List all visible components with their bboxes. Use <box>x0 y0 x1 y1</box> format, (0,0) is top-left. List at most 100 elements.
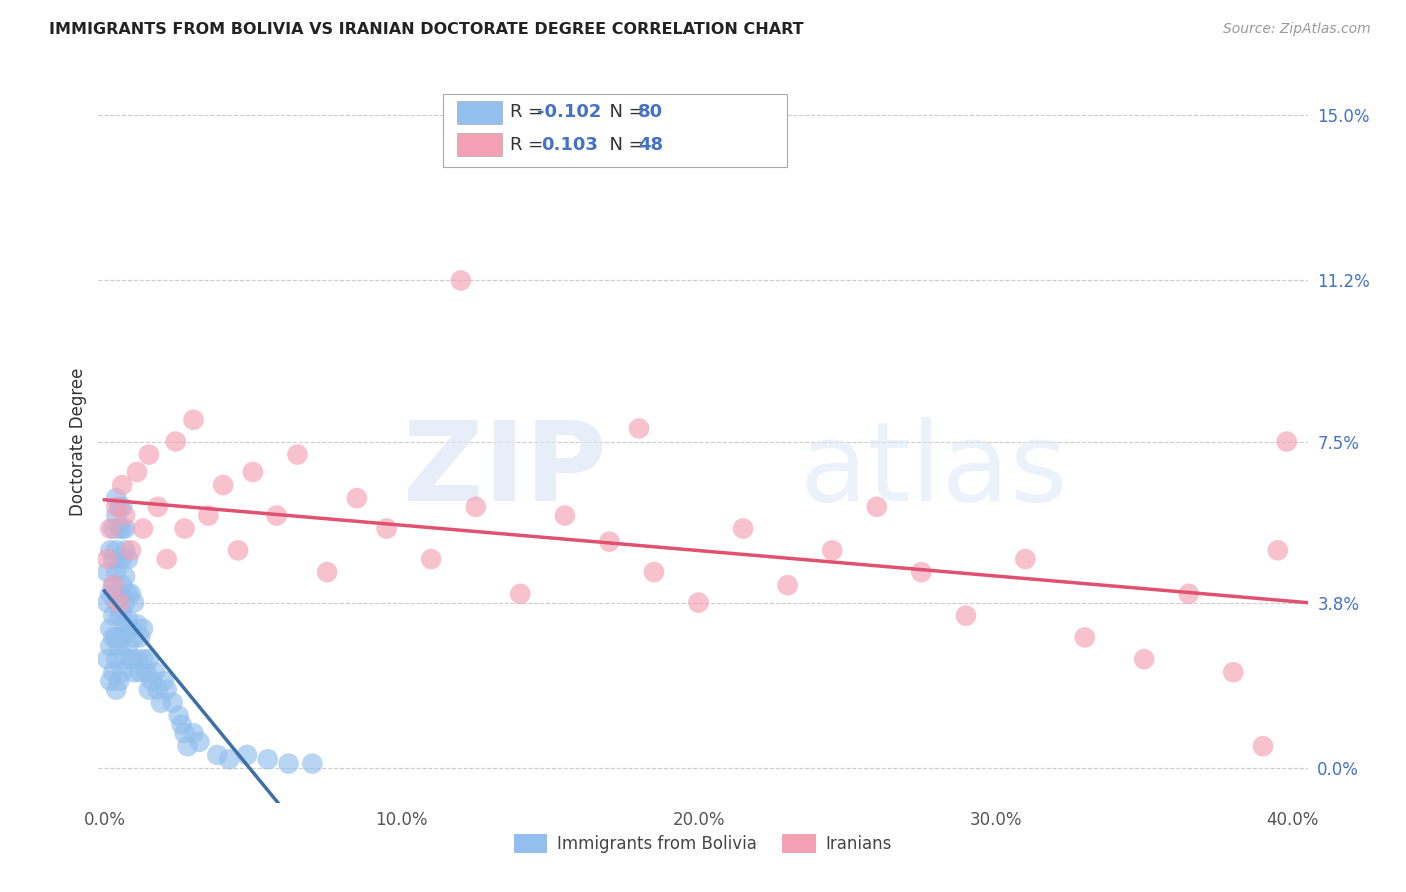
Point <box>96 652 118 666</box>
Point <box>301 756 323 771</box>
Point <box>1267 543 1289 558</box>
Point <box>197 508 219 523</box>
Point <box>125 617 148 632</box>
Point <box>125 652 148 666</box>
Text: -0.102: -0.102 <box>537 103 602 121</box>
Point <box>103 665 125 680</box>
Point <box>105 596 128 610</box>
Point <box>218 752 240 766</box>
Point <box>98 587 121 601</box>
Point <box>105 652 128 666</box>
Point <box>167 708 190 723</box>
Text: ZIP: ZIP <box>404 417 606 524</box>
Text: IMMIGRANTS FROM BOLIVIA VS IRANIAN DOCTORATE DEGREE CORRELATION CHART: IMMIGRANTS FROM BOLIVIA VS IRANIAN DOCTO… <box>49 22 804 37</box>
Point <box>117 639 139 653</box>
Point <box>108 639 131 653</box>
Point <box>120 543 142 558</box>
Text: R =: R = <box>510 136 555 153</box>
Point <box>111 478 134 492</box>
Point <box>120 622 142 636</box>
Point <box>105 543 128 558</box>
Point <box>117 587 139 601</box>
Point <box>146 500 169 514</box>
Point <box>111 665 134 680</box>
Point <box>170 717 193 731</box>
Point <box>1275 434 1298 449</box>
Point <box>108 596 131 610</box>
Point <box>103 578 125 592</box>
Point <box>776 578 799 592</box>
Point <box>108 500 131 514</box>
Point <box>132 622 155 636</box>
Point <box>165 434 187 449</box>
Point <box>464 500 486 514</box>
Point <box>821 543 844 558</box>
Text: R =: R = <box>510 103 550 121</box>
Point <box>98 522 121 536</box>
Point <box>183 726 205 740</box>
Point <box>114 522 136 536</box>
Point <box>509 587 531 601</box>
Point <box>598 534 620 549</box>
Point <box>256 752 278 766</box>
Point <box>1177 587 1199 601</box>
Point <box>183 413 205 427</box>
Point <box>129 665 152 680</box>
Point <box>156 682 179 697</box>
Point <box>111 604 134 618</box>
Point <box>226 543 249 558</box>
Text: N =: N = <box>598 136 650 153</box>
Point <box>111 552 134 566</box>
Point <box>98 639 121 653</box>
Point <box>316 565 339 579</box>
Point <box>162 696 184 710</box>
Point <box>236 747 259 762</box>
Point <box>143 665 166 680</box>
Point <box>138 652 160 666</box>
Point <box>955 608 977 623</box>
Point <box>146 682 169 697</box>
Point <box>114 508 136 523</box>
Point <box>98 673 121 688</box>
Point <box>554 508 576 523</box>
Legend: Immigrants from Bolivia, Iranians: Immigrants from Bolivia, Iranians <box>508 827 898 860</box>
Point <box>105 565 128 579</box>
Text: 48: 48 <box>638 136 664 153</box>
Point <box>173 726 195 740</box>
Point <box>96 596 118 610</box>
Point <box>111 631 134 645</box>
Point <box>173 522 195 536</box>
Point <box>910 565 932 579</box>
Point <box>643 565 665 579</box>
Point <box>135 665 157 680</box>
Point <box>450 273 472 287</box>
Point <box>120 587 142 601</box>
Text: Source: ZipAtlas.com: Source: ZipAtlas.com <box>1223 22 1371 37</box>
Point <box>122 665 145 680</box>
Point <box>108 587 131 601</box>
Point <box>277 756 299 771</box>
Point <box>98 622 121 636</box>
Text: 0.103: 0.103 <box>541 136 598 153</box>
Point <box>1074 631 1097 645</box>
Point <box>375 522 398 536</box>
Point <box>188 735 211 749</box>
Point <box>212 478 235 492</box>
Point <box>149 696 172 710</box>
Point <box>152 673 174 688</box>
Point <box>114 543 136 558</box>
Y-axis label: Doctorate Degree: Doctorate Degree <box>69 368 87 516</box>
Point <box>1014 552 1036 566</box>
Point <box>105 508 128 523</box>
Point <box>129 631 152 645</box>
Point <box>132 522 155 536</box>
Point <box>114 652 136 666</box>
Point <box>141 673 163 688</box>
Point <box>138 448 160 462</box>
Point <box>103 552 125 566</box>
Point <box>156 552 179 566</box>
Point <box>111 500 134 514</box>
Point <box>122 596 145 610</box>
Point <box>108 522 131 536</box>
Point <box>266 508 288 523</box>
